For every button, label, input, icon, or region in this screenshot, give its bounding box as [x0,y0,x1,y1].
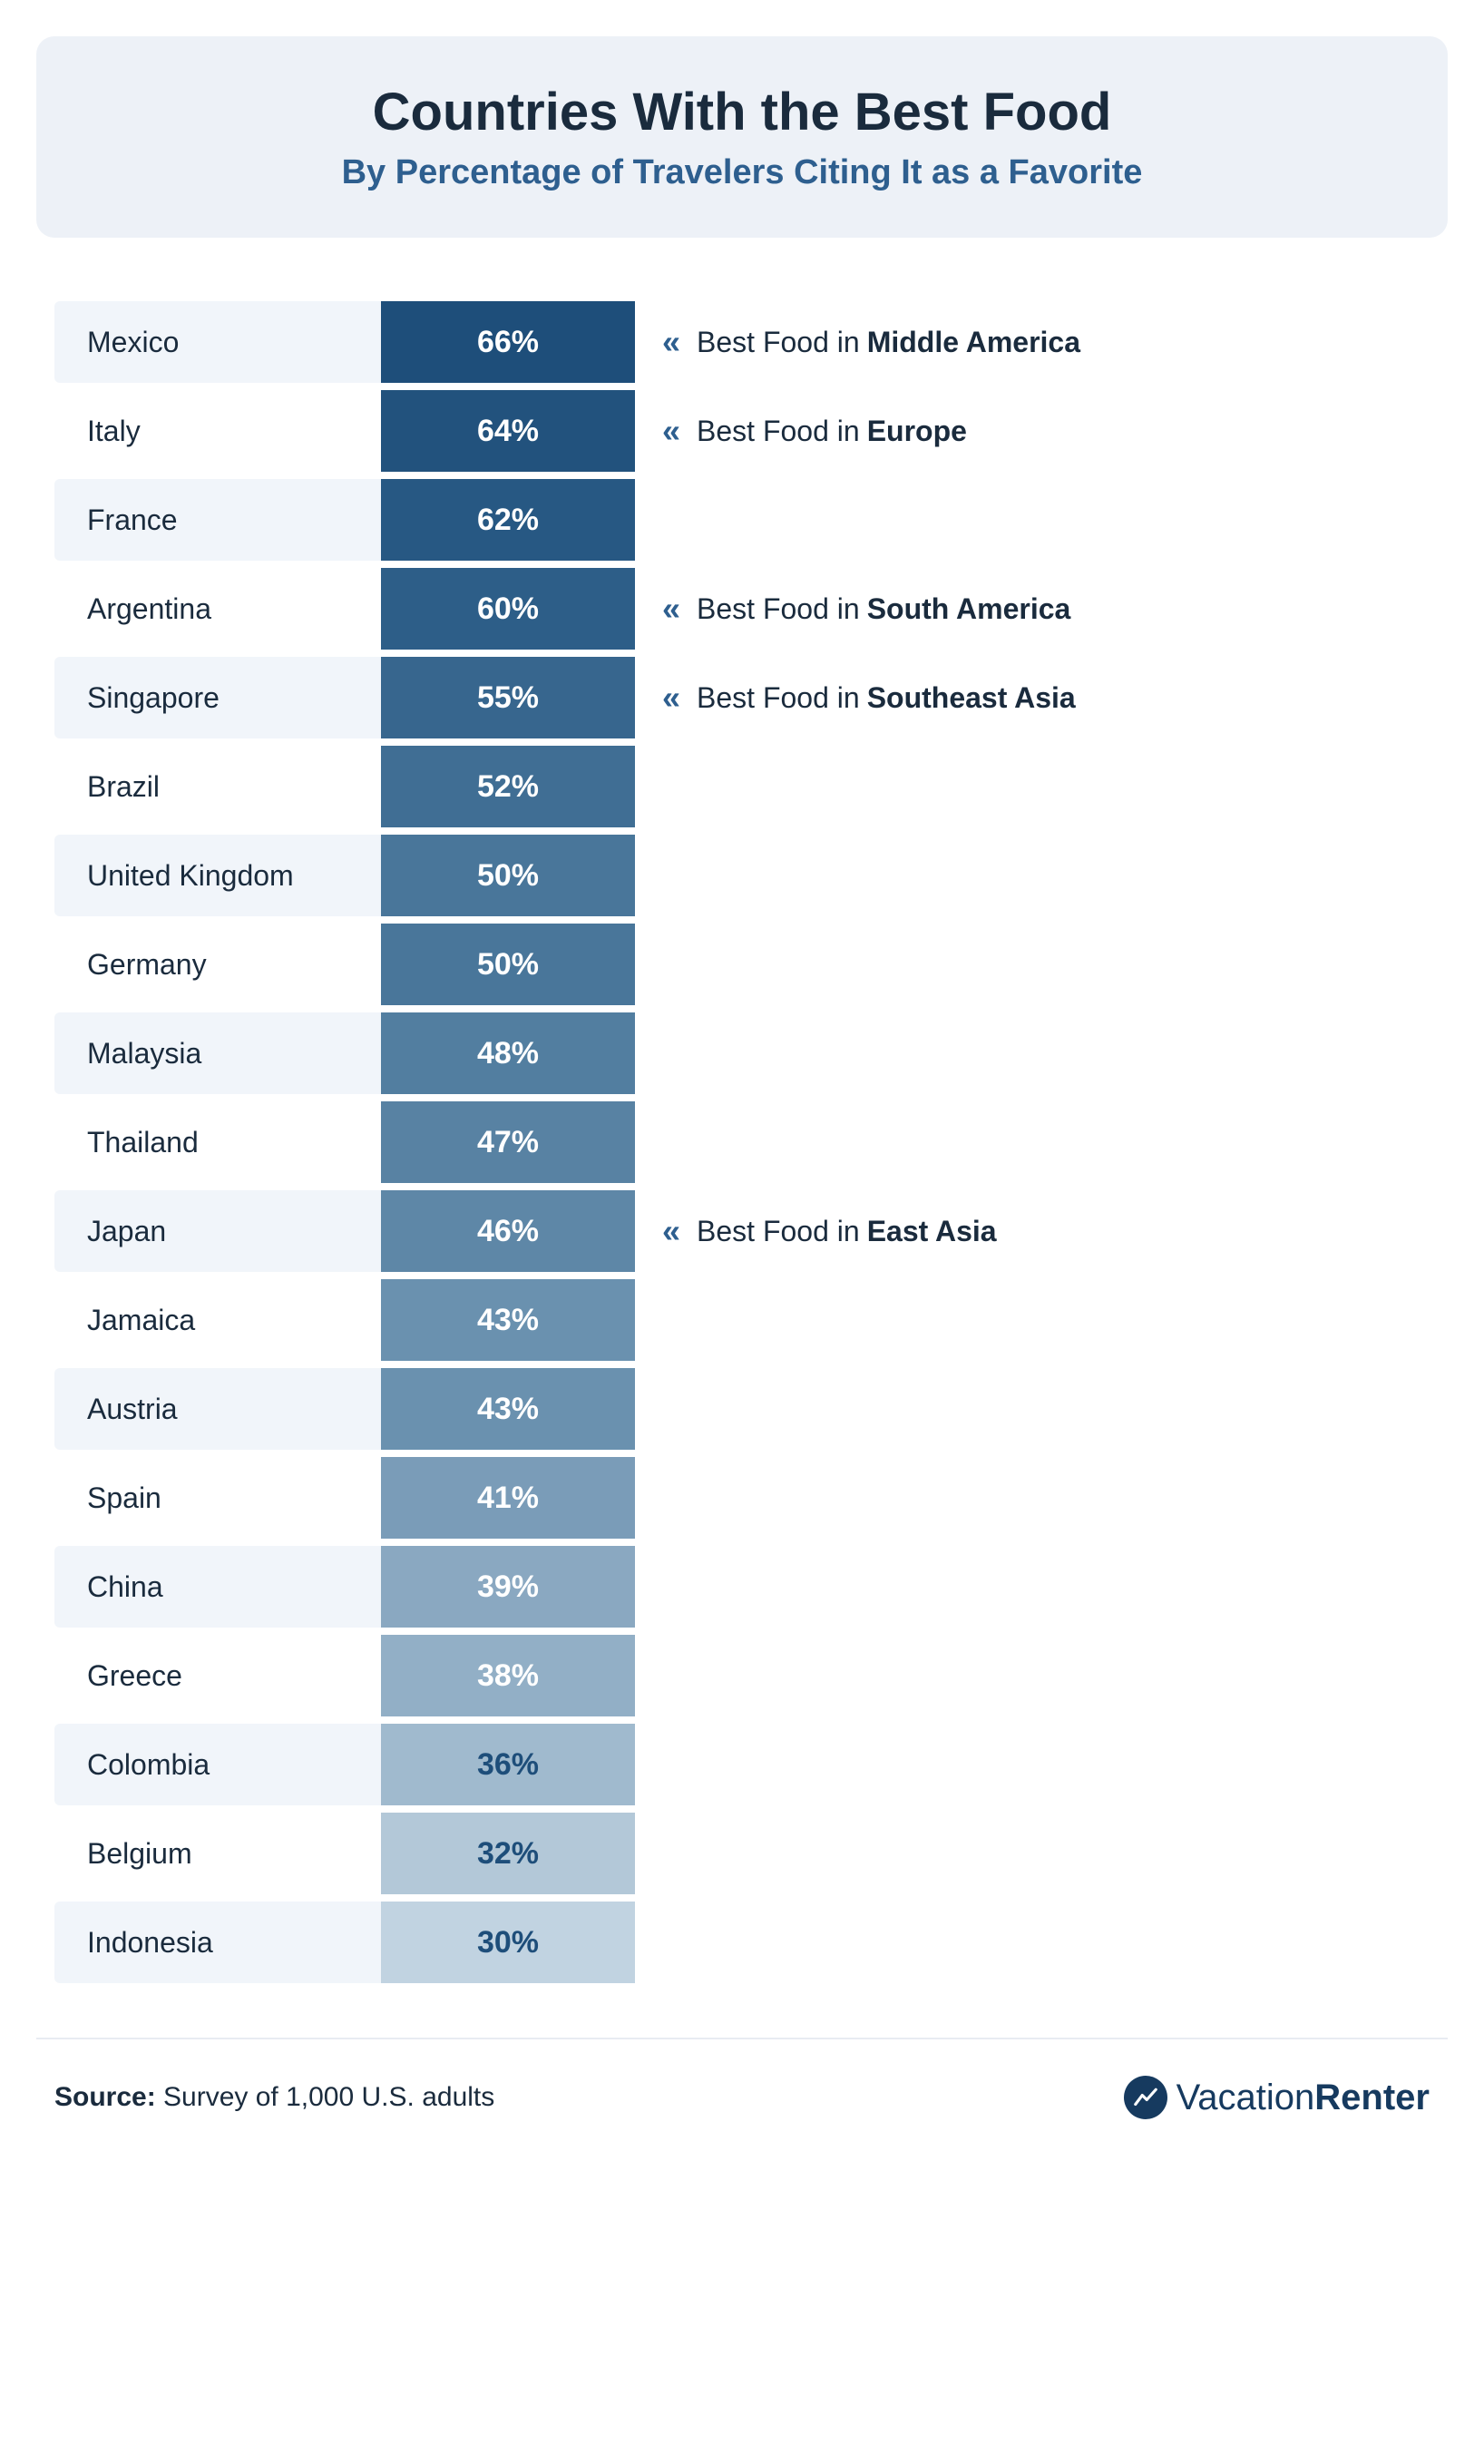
annotation-region: East Asia [867,1215,997,1248]
chart-row: Germany50% [54,924,1430,1005]
annotation-region: Europe [867,415,967,448]
value-cell: 60% [381,568,635,650]
chart-row: Italy64% « Best Food inEurope [54,390,1430,472]
chart-row: Japan46% « Best Food inEast Asia [54,1190,1430,1272]
value-cell: 62% [381,479,635,561]
country-label: Singapore [54,657,381,738]
value-cell: 55% [381,657,635,738]
brand-prefix: Vacation [1176,2078,1315,2118]
chart-row: Jamaica43% [54,1279,1430,1361]
annotation-prefix: Best Food in [697,1215,860,1248]
chart-row: Greece38% [54,1635,1430,1716]
footer: Source: Survey of 1,000 U.S. adults Vaca… [36,2038,1448,2137]
country-label: Malaysia [54,1012,381,1094]
annotation: « Best Food inEurope [635,390,967,472]
value-cell: 36% [381,1724,635,1805]
chart-row: Malaysia48% [54,1012,1430,1094]
chevron-left-icon: « [662,590,675,628]
chart-row: Spain41% [54,1457,1430,1539]
country-label: Spain [54,1457,381,1539]
country-label: Indonesia [54,1902,381,1983]
value-cell: 41% [381,1457,635,1539]
value-cell: 50% [381,835,635,916]
value-cell: 64% [381,390,635,472]
country-label: Belgium [54,1813,381,1894]
value-cell: 48% [381,1012,635,1094]
page-title: Countries With the Best Food [73,82,1411,142]
chart-row: Austria43% [54,1368,1430,1450]
annotation-region: Middle America [867,326,1080,359]
value-cell: 50% [381,924,635,1005]
annotation-region: Southeast Asia [867,681,1076,715]
value-cell: 43% [381,1279,635,1361]
infographic-container: Countries With the Best Food By Percenta… [36,36,1448,2137]
annotation: « Best Food inSoutheast Asia [635,657,1076,738]
chart-row: United Kingdom50% [54,835,1430,916]
country-label: United Kingdom [54,835,381,916]
value-cell: 38% [381,1635,635,1716]
country-label: Colombia [54,1724,381,1805]
country-label: Mexico [54,301,381,383]
country-label: Japan [54,1190,381,1272]
country-label: Greece [54,1635,381,1716]
chevron-left-icon: « [662,323,675,361]
country-label: France [54,479,381,561]
value-cell: 47% [381,1101,635,1183]
chart-row: Argentina60% « Best Food inSouth America [54,568,1430,650]
country-label: Italy [54,390,381,472]
annotation-prefix: Best Food in [697,681,860,715]
brand-logo: VacationRenter [1124,2076,1430,2119]
annotation-prefix: Best Food in [697,415,860,448]
chart-row: Colombia36% [54,1724,1430,1805]
value-cell: 52% [381,746,635,827]
country-label: Germany [54,924,381,1005]
value-cell: 39% [381,1546,635,1628]
bar-chart: Mexico66%«Best Food inMiddle AmericaItal… [36,301,1448,1983]
chart-row: France62% [54,479,1430,561]
country-label: Argentina [54,568,381,650]
annotation-region: South America [867,592,1071,626]
annotation-prefix: Best Food in [697,326,860,359]
chart-row: China39% [54,1546,1430,1628]
chevron-left-icon: « [662,1212,675,1250]
country-label: China [54,1546,381,1628]
country-label: Jamaica [54,1279,381,1361]
value-cell: 30% [381,1902,635,1983]
chevron-left-icon: « [662,412,675,450]
header-block: Countries With the Best Food By Percenta… [36,36,1448,238]
country-label: Austria [54,1368,381,1450]
source-text: Survey of 1,000 U.S. adults [163,2082,494,2112]
country-label: Thailand [54,1101,381,1183]
value-cell: 46% [381,1190,635,1272]
chart-row: Thailand47% [54,1101,1430,1183]
value-cell: 66% [381,301,635,383]
chevron-left-icon: « [662,679,675,717]
value-cell: 32% [381,1813,635,1894]
chart-row: Brazil52% [54,746,1430,827]
source-line: Source: Survey of 1,000 U.S. adults [54,2082,494,2113]
annotation: « Best Food inMiddle America [635,301,1080,383]
page-subtitle: By Percentage of Travelers Citing It as … [73,153,1411,192]
chart-row: Singapore55% « Best Food inSoutheast Asia [54,657,1430,738]
brand-suffix: Renter [1314,2078,1430,2118]
country-label: Brazil [54,746,381,827]
chart-row: Mexico66% « Best Food inMiddle America [54,301,1430,383]
brand-icon [1124,2076,1167,2119]
chart-row: Belgium32% [54,1813,1430,1894]
value-cell: 43% [381,1368,635,1450]
chart-row: Indonesia30% [54,1902,1430,1983]
annotation: « Best Food inSouth America [635,568,1070,650]
annotation-prefix: Best Food in [697,592,860,626]
source-label: Source: [54,2082,156,2112]
annotation: « Best Food inEast Asia [635,1190,997,1272]
